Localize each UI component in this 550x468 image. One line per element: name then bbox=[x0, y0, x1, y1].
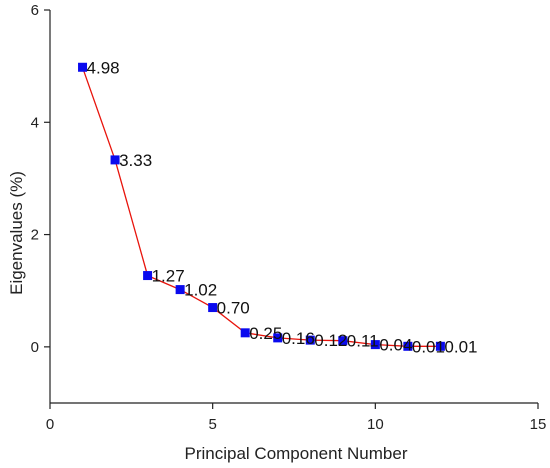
data-point bbox=[273, 333, 283, 343]
data-label: 0.16 bbox=[282, 329, 315, 348]
x-tick-label: 5 bbox=[208, 416, 216, 433]
data-label: 1.27 bbox=[152, 267, 185, 286]
markers-group bbox=[78, 62, 445, 351]
y-tick-label: 2 bbox=[31, 227, 39, 244]
data-point bbox=[240, 328, 250, 338]
y-tick-label: 4 bbox=[31, 114, 39, 131]
data-label: 0.70 bbox=[217, 299, 250, 318]
data-label: 0.01 bbox=[444, 337, 477, 356]
y-axis-title: Eigenvalues (%) bbox=[7, 171, 26, 295]
data-label: 0.01 bbox=[412, 337, 445, 356]
y-tick-label: 6 bbox=[31, 2, 39, 19]
series-line bbox=[81, 67, 441, 347]
series-line-group bbox=[81, 67, 441, 347]
data-label: 0.12 bbox=[314, 331, 347, 350]
data-label: 1.02 bbox=[184, 281, 217, 300]
y-tick-label: 0 bbox=[31, 339, 39, 356]
x-tick-label: 0 bbox=[46, 416, 54, 433]
data-labels-group: 4.98 3.33 1.271.020.70 0.25 0.16 0.12 0.11 0.04… bbox=[87, 58, 478, 356]
data-label: 0.25 bbox=[249, 324, 282, 343]
x-axis-title: Principal Component Number bbox=[185, 444, 408, 463]
axes: 0 5 10 15 0 2 4 6 bbox=[31, 2, 547, 433]
data-label: 0.04 bbox=[379, 336, 412, 355]
data-label: 3.33 bbox=[119, 151, 152, 170]
x-tick-label: 15 bbox=[530, 416, 547, 433]
data-label: 0.11 bbox=[347, 332, 379, 351]
data-point bbox=[435, 341, 445, 351]
x-tick-label: 10 bbox=[367, 416, 384, 433]
data-point bbox=[305, 335, 315, 345]
data-label: 4.98 bbox=[87, 58, 120, 77]
data-point bbox=[143, 271, 153, 281]
data-point bbox=[78, 62, 88, 72]
data-point bbox=[403, 341, 413, 351]
data-point bbox=[175, 285, 185, 295]
data-point bbox=[370, 340, 380, 350]
data-point bbox=[338, 336, 348, 346]
data-point bbox=[208, 303, 218, 313]
data-point bbox=[110, 155, 120, 165]
